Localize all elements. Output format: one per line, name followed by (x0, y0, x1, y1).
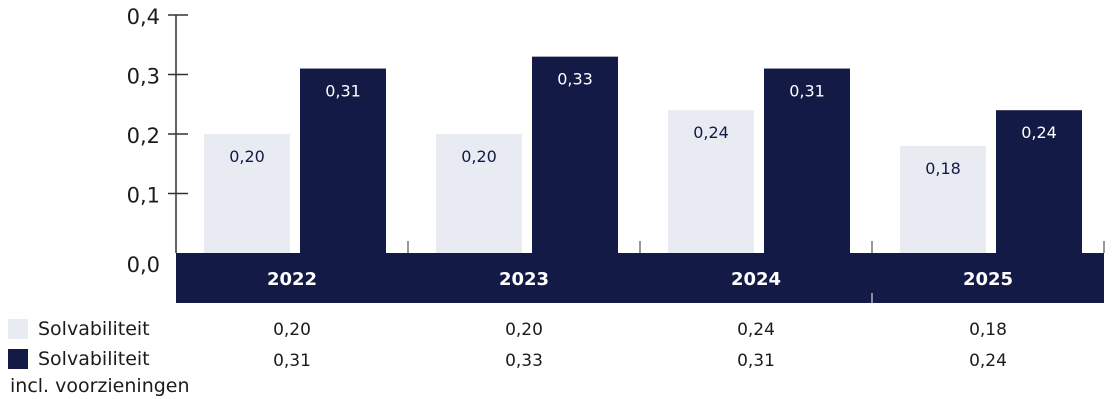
legend-label-solvabiliteit: Solvabiliteit (38, 318, 150, 340)
legend-swatch-solvabiliteit (8, 319, 28, 339)
category-label: 2023 (499, 269, 549, 290)
category-label: 2022 (267, 269, 317, 290)
bar-data-label: 0,33 (557, 70, 593, 89)
table-value: 0,31 (737, 351, 775, 371)
table-value: 0,20 (273, 320, 311, 340)
table-value: 0,18 (969, 320, 1007, 340)
table-value: 0,20 (505, 320, 543, 340)
bar-data-label: 0,31 (325, 82, 361, 101)
bar-solvabiliteit (668, 110, 754, 253)
bar-data-label: 0,24 (1021, 123, 1057, 142)
bar-solvabiliteit-incl (532, 56, 618, 254)
table-value: 0,24 (737, 320, 775, 340)
year-band (176, 253, 1104, 303)
y-tick-label: 0,0 (127, 253, 160, 277)
bar-data-label: 0,18 (925, 159, 961, 178)
bar-solvabiliteit-incl (764, 68, 850, 253)
category-label: 2024 (731, 269, 781, 290)
bar-data-label: 0,20 (461, 147, 497, 166)
bar-solvabiliteit (436, 134, 522, 253)
category-label: 2025 (963, 269, 1013, 290)
bar-solvabiliteit (900, 145, 986, 253)
table-value: 0,24 (969, 351, 1007, 371)
y-tick-label: 0,1 (127, 184, 160, 208)
legend-label-line: incl. voorzieningen (10, 375, 190, 397)
table-value: 0,33 (505, 351, 543, 371)
legend-label-line: Solvabiliteit (38, 348, 150, 370)
bar-data-label: 0,24 (693, 123, 729, 142)
y-tick-label: 0,4 (127, 5, 160, 29)
table-value: 0,31 (273, 351, 311, 371)
bar-solvabiliteit-incl (996, 110, 1082, 253)
legend-swatch-solvabiliteit-incl (8, 349, 28, 369)
bar-solvabiliteit (204, 134, 290, 253)
y-tick-label: 0,2 (127, 124, 160, 148)
y-tick-label: 0,3 (127, 65, 160, 89)
bar-data-label: 0,20 (229, 147, 265, 166)
bar-solvabiliteit-incl (300, 68, 386, 253)
bar-data-label: 0,31 (789, 82, 825, 101)
